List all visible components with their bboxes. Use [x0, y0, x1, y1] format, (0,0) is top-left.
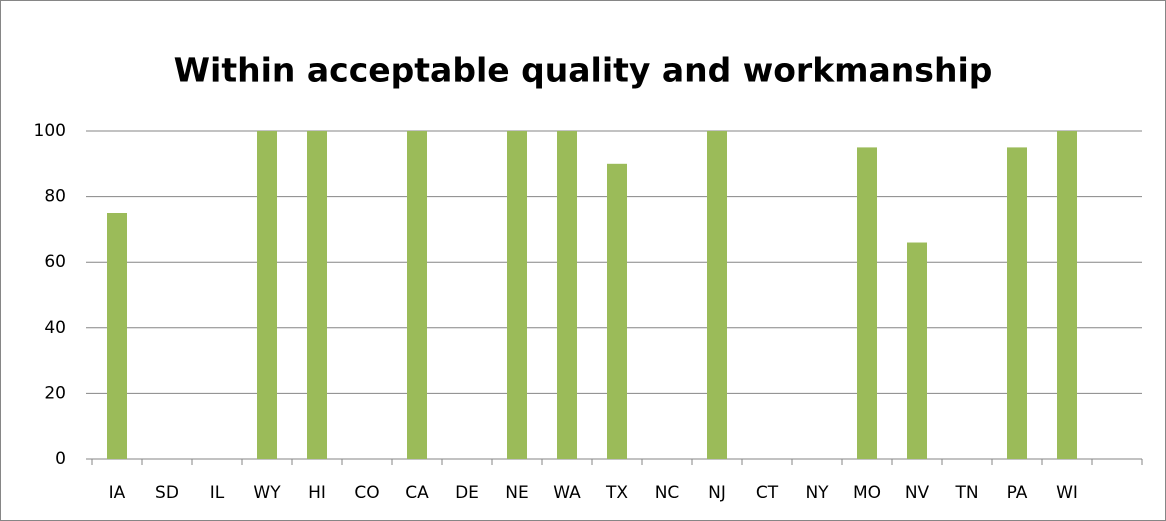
y-tick-label: 80 — [44, 187, 66, 207]
x-tick-label: SD — [155, 483, 179, 503]
y-tick-label: 40 — [44, 318, 66, 338]
x-tick-label: TN — [954, 483, 978, 503]
bar — [107, 213, 127, 459]
x-tick-label: CO — [354, 483, 379, 503]
bar — [1007, 147, 1027, 459]
bar — [557, 131, 577, 459]
y-tick-label: 60 — [44, 252, 66, 272]
x-tick-label: CA — [405, 483, 429, 503]
x-tick-label: PA — [1007, 483, 1028, 503]
x-tick-label: HI — [308, 483, 326, 503]
bar — [507, 131, 527, 459]
x-tick-label: WA — [553, 483, 581, 503]
x-tick-label: WY — [253, 483, 281, 503]
bar — [857, 147, 877, 459]
bar — [907, 242, 927, 459]
x-tick-label: IA — [109, 483, 126, 503]
x-tick-label: NE — [505, 483, 528, 503]
x-tick-label: MO — [853, 483, 881, 503]
x-tick-label: NC — [655, 483, 680, 503]
y-tick-label: 100 — [34, 121, 66, 141]
chart-title: Within acceptable quality and workmanshi… — [174, 51, 993, 90]
bar — [607, 163, 627, 460]
y-tick-label: 20 — [44, 383, 66, 403]
x-tick-label: WI — [1056, 483, 1078, 503]
x-tick-label: DE — [455, 483, 479, 503]
x-tick-label: IL — [210, 483, 225, 503]
x-tick-label: NY — [805, 483, 829, 503]
x-tick-label: CT — [756, 483, 779, 503]
bar — [707, 131, 727, 459]
y-tick-label: 0 — [55, 449, 66, 469]
bar — [1057, 131, 1077, 459]
bar — [407, 131, 427, 459]
x-tick-label: NJ — [708, 483, 726, 503]
x-tick-label: TX — [605, 483, 628, 503]
bar — [257, 131, 277, 459]
x-tick-label: NV — [905, 483, 930, 503]
bar — [307, 131, 327, 459]
